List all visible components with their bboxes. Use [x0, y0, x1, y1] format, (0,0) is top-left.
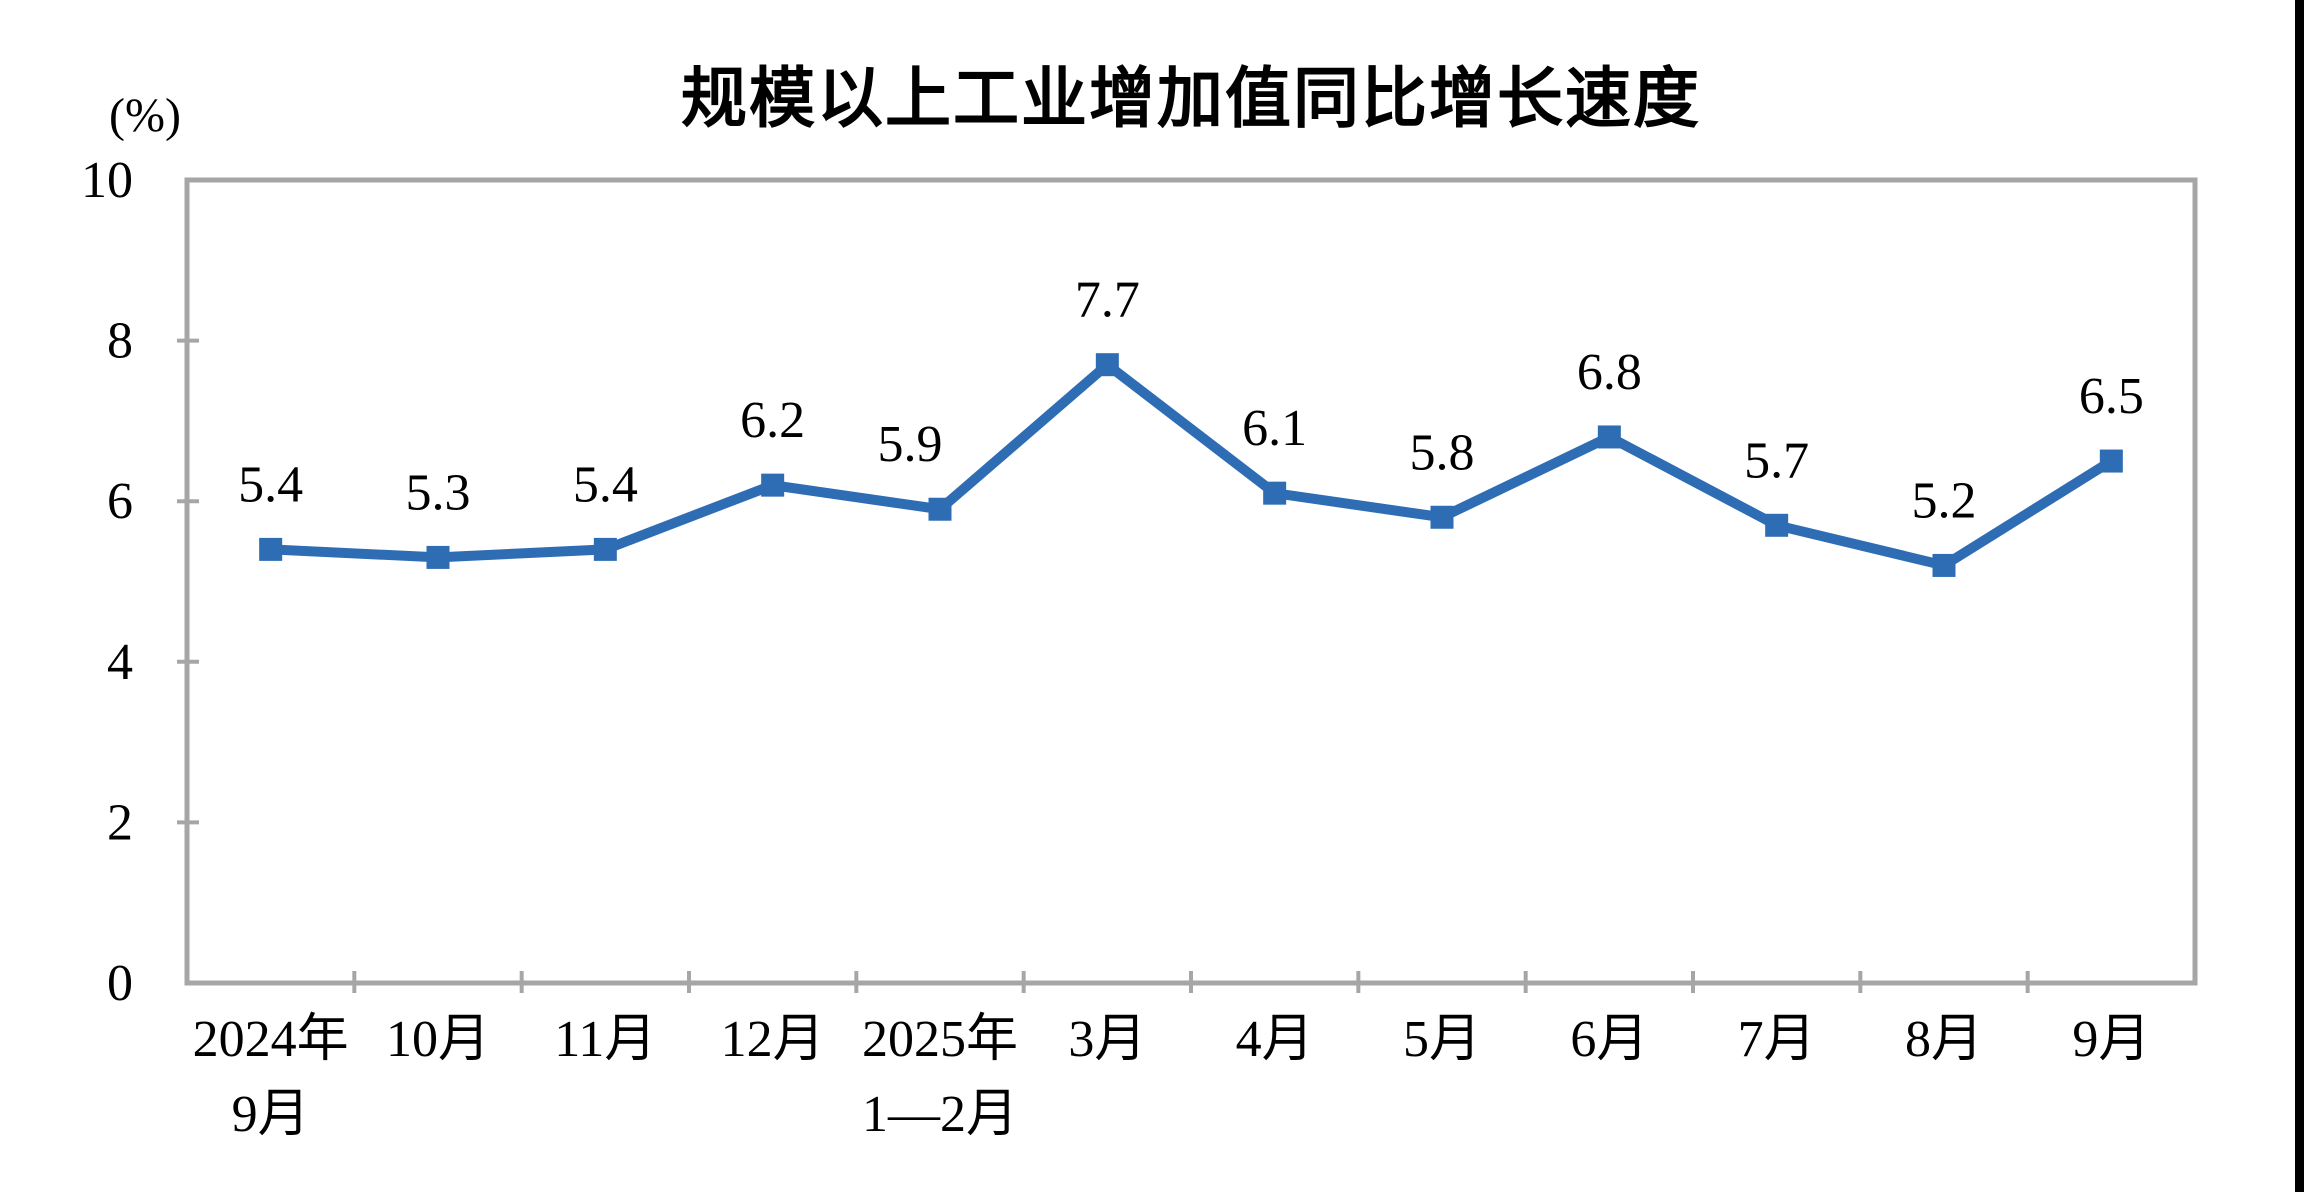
data-point-marker	[1765, 513, 1789, 537]
data-point-markers	[259, 353, 2123, 577]
x-axis-tick-label: 7月	[1738, 1011, 1816, 1068]
x-axis-tick-labels: 2024年 9月 10月 11月 12月 2025年 1—2月 3月 4月 5月 6月 7月 8月 9月	[193, 1011, 2151, 1143]
data-point-marker	[1932, 553, 1956, 577]
data-point-marker	[426, 545, 450, 569]
data-point-marker	[1095, 353, 1119, 377]
x-axis-tick-label: 9月	[232, 1086, 310, 1143]
x-axis-tick-label: 6月	[1570, 1011, 1648, 1068]
data-point-label: 6.2	[740, 392, 805, 449]
series-line	[270, 358, 2114, 571]
x-axis-tick-label: 10月	[386, 1011, 490, 1068]
data-point-marker	[1263, 481, 1287, 505]
x-axis-tick-label: 1—2月	[862, 1086, 1018, 1143]
data-point-label: 7.7	[1075, 272, 1140, 329]
data-point-label: 5.8	[1410, 424, 1475, 481]
y-axis-tick-label: 4	[107, 634, 133, 691]
data-point-label: 5.4	[238, 456, 303, 513]
x-axis-tick-label: 5月	[1403, 1011, 1481, 1068]
data-point-labels: 5.4 5.3 5.4 6.2 5.9 7.7 6.1 5.8 6.8 5.7 5.2 6.5	[238, 272, 2144, 530]
data-series-line	[270, 358, 2114, 571]
data-point-label: 6.5	[2079, 368, 2144, 425]
data-point-label: 5.9	[878, 416, 943, 473]
chart-title: 规模以上工业增加值同比增长速度	[681, 61, 1701, 135]
data-point-marker	[928, 497, 952, 521]
x-axis-tick-label: 4月	[1236, 1011, 1314, 1068]
data-point-label: 6.8	[1577, 344, 1642, 401]
data-point-marker	[1430, 505, 1454, 529]
x-axis-tick-label: 8月	[1905, 1011, 1983, 1068]
y-axis-tick-label: 6	[107, 473, 133, 530]
plot-area-border	[184, 177, 2198, 986]
data-point-label: 5.3	[406, 464, 471, 521]
data-point-marker	[761, 473, 785, 497]
data-point-label: 6.1	[1242, 400, 1307, 457]
y-axis-ticks	[177, 338, 199, 825]
y-axis-unit-label: (%)	[109, 89, 181, 142]
y-axis-tick-label: 2	[107, 794, 133, 851]
x-axis-tick-label: 2025年	[862, 1011, 1018, 1068]
x-axis-tick-label: 9月	[2072, 1011, 2150, 1068]
data-point-marker	[2099, 449, 2123, 473]
data-point-marker	[1597, 425, 1621, 449]
data-point-marker	[259, 537, 283, 561]
data-point-label: 5.2	[1912, 472, 1977, 529]
y-axis-tick-label: 10	[81, 152, 133, 209]
screen-right-edge-bar	[2295, 0, 2304, 1192]
x-axis-tick-label: 2024年	[193, 1011, 349, 1068]
data-point-marker	[593, 537, 617, 561]
y-axis-tick-labels: 0 2 4 6 8 10	[81, 152, 133, 1012]
x-axis-tick-label: 11月	[554, 1011, 656, 1068]
y-axis-tick-label: 0	[107, 955, 133, 1012]
x-axis-tick-label: 3月	[1068, 1011, 1146, 1068]
x-axis-tick-label: 12月	[721, 1011, 825, 1068]
data-point-label: 5.7	[1744, 432, 1809, 489]
plot-border	[184, 177, 2198, 986]
data-point-label: 5.4	[573, 456, 638, 513]
y-axis-tick-label: 8	[107, 313, 133, 370]
x-axis-ticks	[352, 971, 2030, 993]
